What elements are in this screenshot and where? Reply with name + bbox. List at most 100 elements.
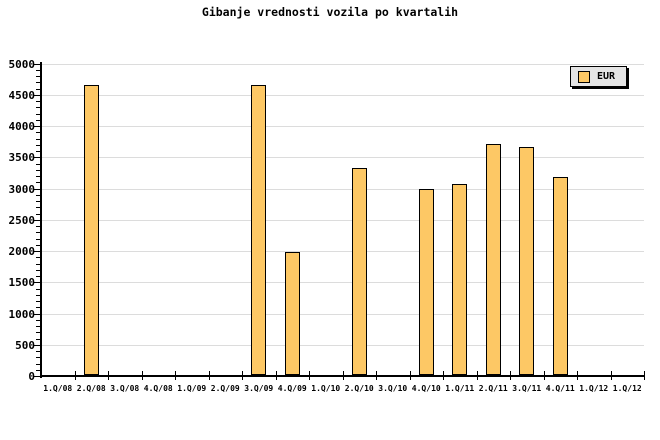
x-axis-tick — [644, 371, 645, 380]
y-axis-minor-tick — [36, 163, 40, 165]
y-axis-minor-tick — [36, 369, 40, 371]
x-axis-tick-label: 4.Q/08 — [143, 384, 173, 393]
y-axis-minor-tick — [36, 144, 40, 146]
y-axis-minor-tick — [36, 113, 40, 115]
y-axis-tick-label: 0 — [28, 370, 35, 383]
y-axis-tick-label: 1000 — [8, 307, 36, 321]
y-axis-major-tick — [33, 313, 40, 315]
y-axis-minor-tick — [36, 207, 40, 209]
y-axis-major-tick — [33, 344, 40, 346]
y-axis-minor-tick — [36, 257, 40, 259]
gridline — [41, 157, 644, 159]
y-axis-tick-label: 500 — [15, 338, 35, 352]
bar — [83, 85, 99, 375]
y-axis-minor-tick — [36, 263, 40, 265]
y-axis-minor-tick — [36, 182, 40, 184]
y-axis-minor-tick — [36, 194, 40, 196]
y-axis-minor-tick — [36, 288, 40, 290]
y-axis-minor-tick — [36, 307, 40, 309]
gridline — [41, 313, 644, 315]
y-axis-tick-label: 4500 — [8, 88, 36, 102]
x-axis-tick-label: 1.Q/12 — [612, 384, 642, 393]
gridline — [41, 219, 644, 221]
y-axis-minor-tick — [36, 226, 40, 227]
bar — [418, 189, 434, 375]
y-axis-minor-tick — [36, 269, 40, 271]
gridline — [41, 251, 644, 252]
y-axis-major-tick — [33, 251, 40, 252]
x-axis-tick-label: 3.Q/09 — [244, 384, 274, 393]
y-axis-line — [39, 62, 42, 378]
x-axis-tick-label: 1.Q/10 — [311, 384, 341, 393]
y-axis-minor-tick — [36, 69, 40, 71]
y-axis-tick-label: 1500 — [8, 276, 36, 290]
gridline — [41, 94, 644, 96]
y-axis-minor-tick — [36, 213, 40, 215]
x-axis-tick-label: 2.Q/08 — [76, 384, 106, 393]
x-axis-tick-label: 1.Q/09 — [177, 384, 207, 393]
y-axis-minor-tick — [36, 326, 40, 327]
y-axis-minor-tick — [36, 82, 40, 84]
y-axis-minor-tick — [36, 119, 40, 121]
x-axis-tick-label: 4.Q/09 — [277, 384, 307, 393]
y-axis-minor-tick — [36, 363, 40, 365]
y-axis-major-tick — [33, 188, 40, 190]
y-axis-major-tick — [33, 376, 40, 377]
y-axis-tick-label: 2000 — [8, 245, 36, 258]
bar — [251, 85, 267, 375]
y-axis-tick-label: 3500 — [8, 151, 36, 165]
x-axis-tick-label: 4.Q/11 — [545, 384, 575, 393]
y-axis-minor-tick — [36, 332, 40, 334]
chart-title: Gibanje vrednosti vozila po kvartalih — [201, 5, 459, 19]
y-axis-minor-tick — [36, 357, 40, 359]
y-axis-minor-tick — [36, 169, 40, 171]
x-axis-tick-label: 1.Q/11 — [445, 384, 475, 393]
y-axis-major-tick — [33, 126, 40, 127]
y-axis-minor-tick — [36, 294, 40, 296]
bar — [351, 168, 367, 375]
bar — [552, 177, 568, 375]
gridline — [41, 188, 644, 190]
bar — [452, 184, 468, 375]
y-axis-minor-tick — [36, 176, 40, 177]
bar — [284, 252, 300, 375]
gridline — [41, 126, 644, 127]
y-axis-minor-tick — [36, 101, 40, 102]
y-axis-tick-label: 5000 — [8, 57, 36, 71]
gridline — [41, 282, 644, 284]
x-axis-tick-label: 3.Q/10 — [378, 384, 408, 393]
x-axis-tick-label: 2.Q/11 — [478, 384, 508, 393]
y-axis-major-tick — [33, 63, 40, 65]
y-axis-minor-tick — [36, 76, 40, 77]
x-axis-tick-label: 2.Q/10 — [344, 384, 374, 393]
gridline — [41, 344, 644, 346]
x-axis-tick-label: 1.Q/08 — [43, 384, 73, 393]
y-axis-minor-tick — [36, 301, 40, 302]
y-axis-major-tick — [33, 157, 40, 159]
y-axis-tick-label: 2500 — [8, 213, 36, 227]
y-axis-minor-tick — [36, 276, 40, 277]
bar — [519, 147, 535, 375]
y-axis-minor-tick — [36, 244, 40, 246]
x-axis-tick-label: 2.Q/09 — [210, 384, 240, 393]
y-axis-major-tick — [33, 94, 40, 96]
y-axis-tick-label: 4000 — [8, 120, 36, 133]
y-axis-major-tick — [33, 282, 40, 284]
y-axis-minor-tick — [36, 132, 40, 134]
legend-series-swatch — [578, 70, 590, 83]
y-axis-minor-tick — [36, 351, 40, 352]
y-axis-minor-tick — [36, 319, 40, 321]
y-axis-major-tick — [33, 219, 40, 221]
x-axis-tick-label: 3.Q/11 — [512, 384, 542, 393]
x-axis-tick-label: 3.Q/08 — [110, 384, 140, 393]
x-axis-tick-label: 4.Q/10 — [411, 384, 441, 393]
y-axis-minor-tick — [36, 338, 40, 340]
y-axis-minor-tick — [36, 201, 40, 202]
x-axis-line — [39, 375, 644, 377]
bar — [485, 144, 501, 375]
x-axis-tick-label: 1.Q/12 — [579, 384, 609, 393]
legend-series-label: EUR — [597, 70, 616, 82]
legend-box: EUR — [570, 66, 627, 87]
